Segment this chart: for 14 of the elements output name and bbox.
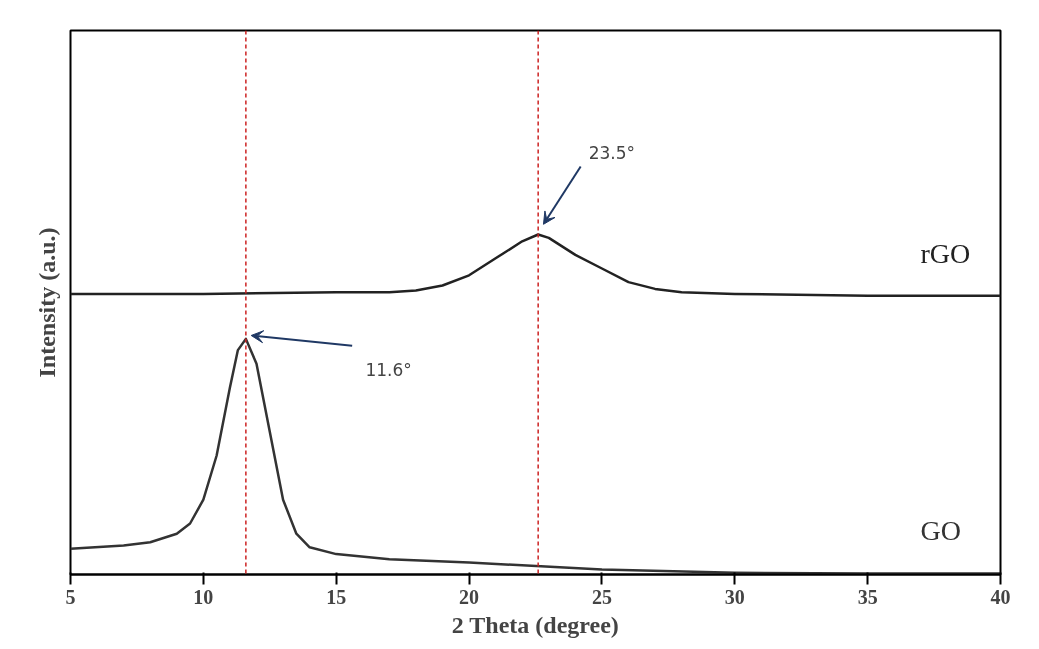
- x-tick-label: 20: [459, 585, 480, 608]
- y-axis-title: Intensity (a.u.): [33, 227, 60, 378]
- annotation: 11.6°: [365, 359, 412, 380]
- x-axis-title: 2 Theta (degree): [451, 611, 619, 638]
- x-tick-label: 35: [857, 585, 878, 608]
- x-tick-label: 15: [326, 585, 347, 608]
- x-tick-label: 40: [990, 585, 1011, 608]
- x-tick-label: 25: [591, 585, 612, 608]
- series-label: rGO: [920, 237, 971, 269]
- x-tick-label: 5: [65, 585, 76, 608]
- text: 23.5°: [588, 143, 635, 164]
- x-tick-label: 30: [724, 585, 745, 608]
- x-tick-label: 10: [193, 585, 214, 608]
- series-label: GO: [920, 515, 961, 547]
